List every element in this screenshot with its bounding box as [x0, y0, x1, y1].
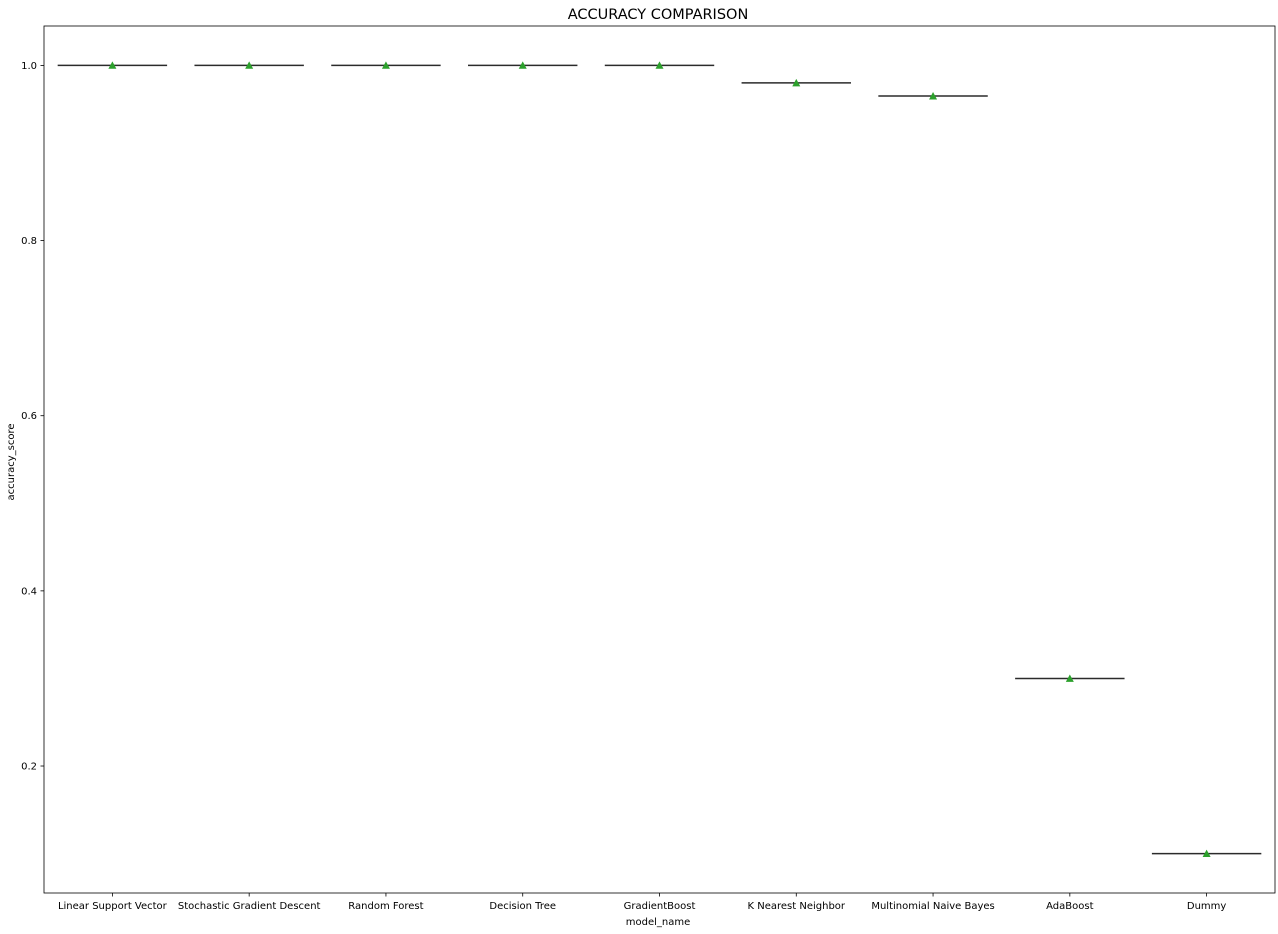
- mean-marker: [245, 61, 254, 69]
- y-tick-label: 1.0: [21, 61, 37, 72]
- mean-marker: [655, 61, 664, 69]
- x-tick-label: Decision Tree: [489, 901, 556, 912]
- mean-marker: [792, 78, 801, 87]
- plot-area: 0.2 0.4 0.6 0.8 1.0 Linear Support Vector Stoc…: [21, 25, 1276, 912]
- x-tick-label: Multinomial Naive Bayes: [871, 901, 994, 912]
- x-tick-label: AdaBoost: [1046, 901, 1093, 912]
- mean-marker: [108, 61, 117, 69]
- mean-marker: [381, 61, 390, 69]
- mean-marker: [1065, 674, 1074, 682]
- x-tick-label: Dummy: [1187, 901, 1227, 912]
- mean-marker: [929, 92, 938, 100]
- x-tick-label: GradientBoost: [624, 901, 696, 912]
- x-axis-label: model_name: [626, 917, 691, 928]
- y-tick-label: 0.2: [21, 762, 37, 773]
- x-tick-label: Random Forest: [348, 901, 423, 912]
- chart-title: ACCURACY COMPARISON: [568, 7, 749, 23]
- mean-marker: [518, 61, 527, 69]
- y-axis-label: accuracy_score: [6, 424, 17, 501]
- y-tick-label: 0.6: [21, 411, 37, 422]
- y-tick-label: 0.8: [21, 236, 37, 247]
- x-tick-label: Stochastic Gradient Descent: [178, 901, 321, 912]
- x-tick-label: Linear Support Vector: [58, 901, 168, 912]
- y-tick-label: 0.4: [21, 586, 37, 597]
- x-tick-label: K Nearest Neighbor: [748, 901, 846, 912]
- mean-marker: [1202, 849, 1211, 857]
- axes-frame: [43, 25, 1276, 894]
